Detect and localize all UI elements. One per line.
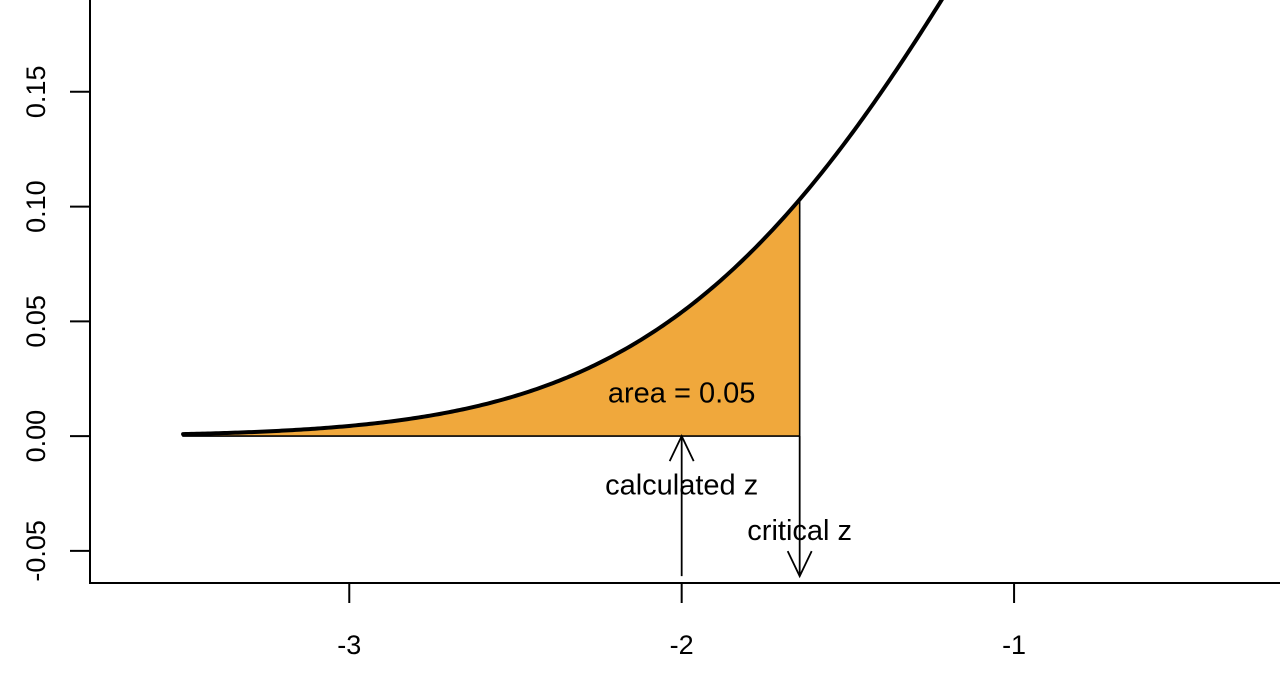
y-tick-label: 0.15 [21, 66, 51, 119]
x-tick-label: -2 [670, 630, 694, 660]
y-tick-label: -0.05 [21, 520, 51, 582]
x-tick-label: -3 [337, 630, 361, 660]
annotation-area: area = 0.05 [608, 377, 756, 409]
arrows [668, 434, 813, 579]
calc-arrow-head [668, 434, 695, 462]
annotation-critical-z: critical z [747, 515, 852, 547]
annotation-calculated-z: calculated z [605, 469, 758, 501]
y-tick-label: 0.10 [21, 180, 51, 233]
y-tick-label: 0.00 [21, 410, 51, 463]
y-ticks: -0.05 0.00 0.05 0.10 0.15 [21, 66, 90, 582]
x-ticks: -3 -2 -1 [337, 583, 1026, 660]
density-curve [181, 0, 944, 437]
y-tick-label: 0.05 [21, 295, 51, 348]
x-tick-label: -1 [1002, 630, 1026, 660]
crit-arrow-head [786, 550, 813, 579]
